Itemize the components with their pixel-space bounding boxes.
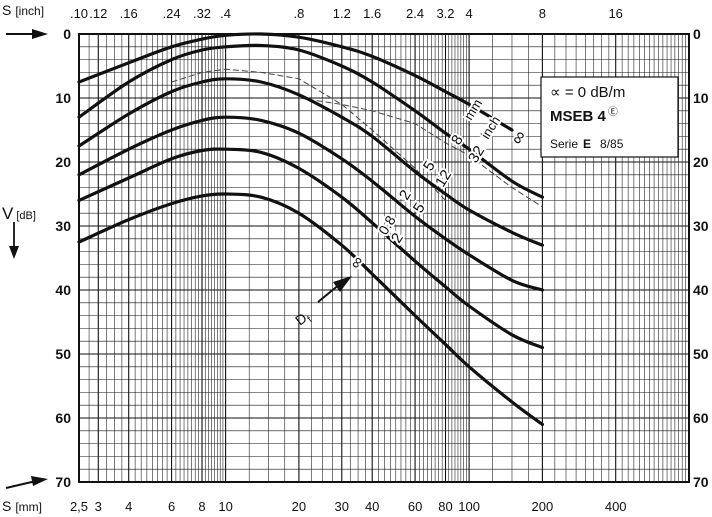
x-tick-label-inch: .32 [193,6,211,21]
x-tick-label-inch: .24 [163,6,181,21]
x-tick-label-inch: 1.6 [363,6,381,21]
x-tick-label-inch: .4 [220,6,231,21]
x-tick-label-mm: 30 [335,499,349,514]
x-tick-label-inch: 2.4 [406,6,424,21]
y-tick-label-right: 30 [693,218,709,234]
dgs-curve [77,115,544,292]
x-tick-label-mm: 4 [125,499,132,514]
legend-alpha: ∝ = 0 dB/m [550,84,625,101]
x-tick-label-mm: 8 [198,499,205,514]
top-axis-label: S [inch] [2,2,44,18]
x-tick-label-inch: 1.2 [333,6,351,21]
x-tick-label-inch: .12 [89,6,107,21]
y-tick-label-left: 10 [55,90,71,106]
plot-frame [78,33,690,483]
curve-label-mm: 2 [396,187,415,203]
x-tick-label-inch: 3.2 [436,6,454,21]
dgs-curve [77,43,544,199]
df-arrow [333,276,352,292]
top-axis-arrow [6,29,48,39]
dgs-curve [77,192,544,426]
x-tick-label-mm: 40 [365,499,379,514]
dashed-curve [171,68,446,201]
y-tick-label-left: 70 [55,474,71,490]
y-tick-label-right: 10 [693,90,709,106]
bottom-axis-label: S [mm] [2,498,42,514]
curve-label-mm: 5 [420,158,439,174]
y-tick-label-right: 40 [693,282,709,298]
x-tick-label-inch: 16 [608,6,622,21]
x-tick-label-mm: 20 [292,499,306,514]
y-axis-down-arrow [9,222,19,259]
y-tick-label-left: 20 [55,154,71,170]
curve-label-inch: 2 [388,230,407,246]
df-annotation: Df [292,276,352,328]
y-tick-label-right: 20 [693,154,709,170]
x-tick-label-inch: 4 [465,6,472,21]
x-tick-label-mm: 6 [168,499,175,514]
dgs-curve [77,147,544,350]
legend: ∝ = 0 dB/m MSEB 4 Ⓔ Serie E 8/85 [540,76,679,158]
bottom-axis-arrow [5,476,48,489]
y-axis-label: V [dB] [2,204,36,223]
y-tick-label-left: 40 [55,282,71,298]
dgs-curve [77,77,544,247]
x-tick-label-inch: .16 [120,6,138,21]
y-tick-label-left: 0 [63,26,71,42]
dgs-curves [77,32,544,426]
legend-model: MSEB 4 Ⓔ [550,106,618,125]
x-tick-label-mm: 80 [438,499,452,514]
x-tick-label-mm: 100 [458,499,480,514]
grid [78,33,690,483]
axes: 2,5 3 4 6 8 10 20 30 40 60 80 100 200 400.10.12.16.24… [55,6,708,514]
y-tick-label-right: 70 [693,474,709,490]
x-tick-label-inch: .8 [293,6,304,21]
curve-label-inch-unit: inch [478,113,503,141]
legend-serie: Serie E 8/85 [550,137,624,151]
legend-box [540,76,679,158]
x-tick-label-mm: 400 [605,499,627,514]
x-tick-label-inch: .10 [70,6,88,21]
x-tick-label-inch: 8 [539,6,546,21]
x-tick-label-mm: 2,5 [70,499,88,514]
x-tick-label-mm: 3 [95,499,102,514]
dashed-curve [298,97,543,208]
y-tick-label-left: 60 [55,410,71,426]
y-tick-label-left: 50 [55,346,71,362]
y-tick-label-right: 50 [693,346,709,362]
x-tick-label-mm: 10 [218,499,232,514]
dgs-curve [77,32,514,132]
y-tick-label-right: 0 [693,26,701,42]
dashed-curves [171,68,543,208]
x-tick-label-mm: 200 [532,499,554,514]
y-tick-label-left: 30 [55,218,71,234]
y-tick-label-right: 60 [693,410,709,426]
x-tick-label-mm: 60 [408,499,422,514]
